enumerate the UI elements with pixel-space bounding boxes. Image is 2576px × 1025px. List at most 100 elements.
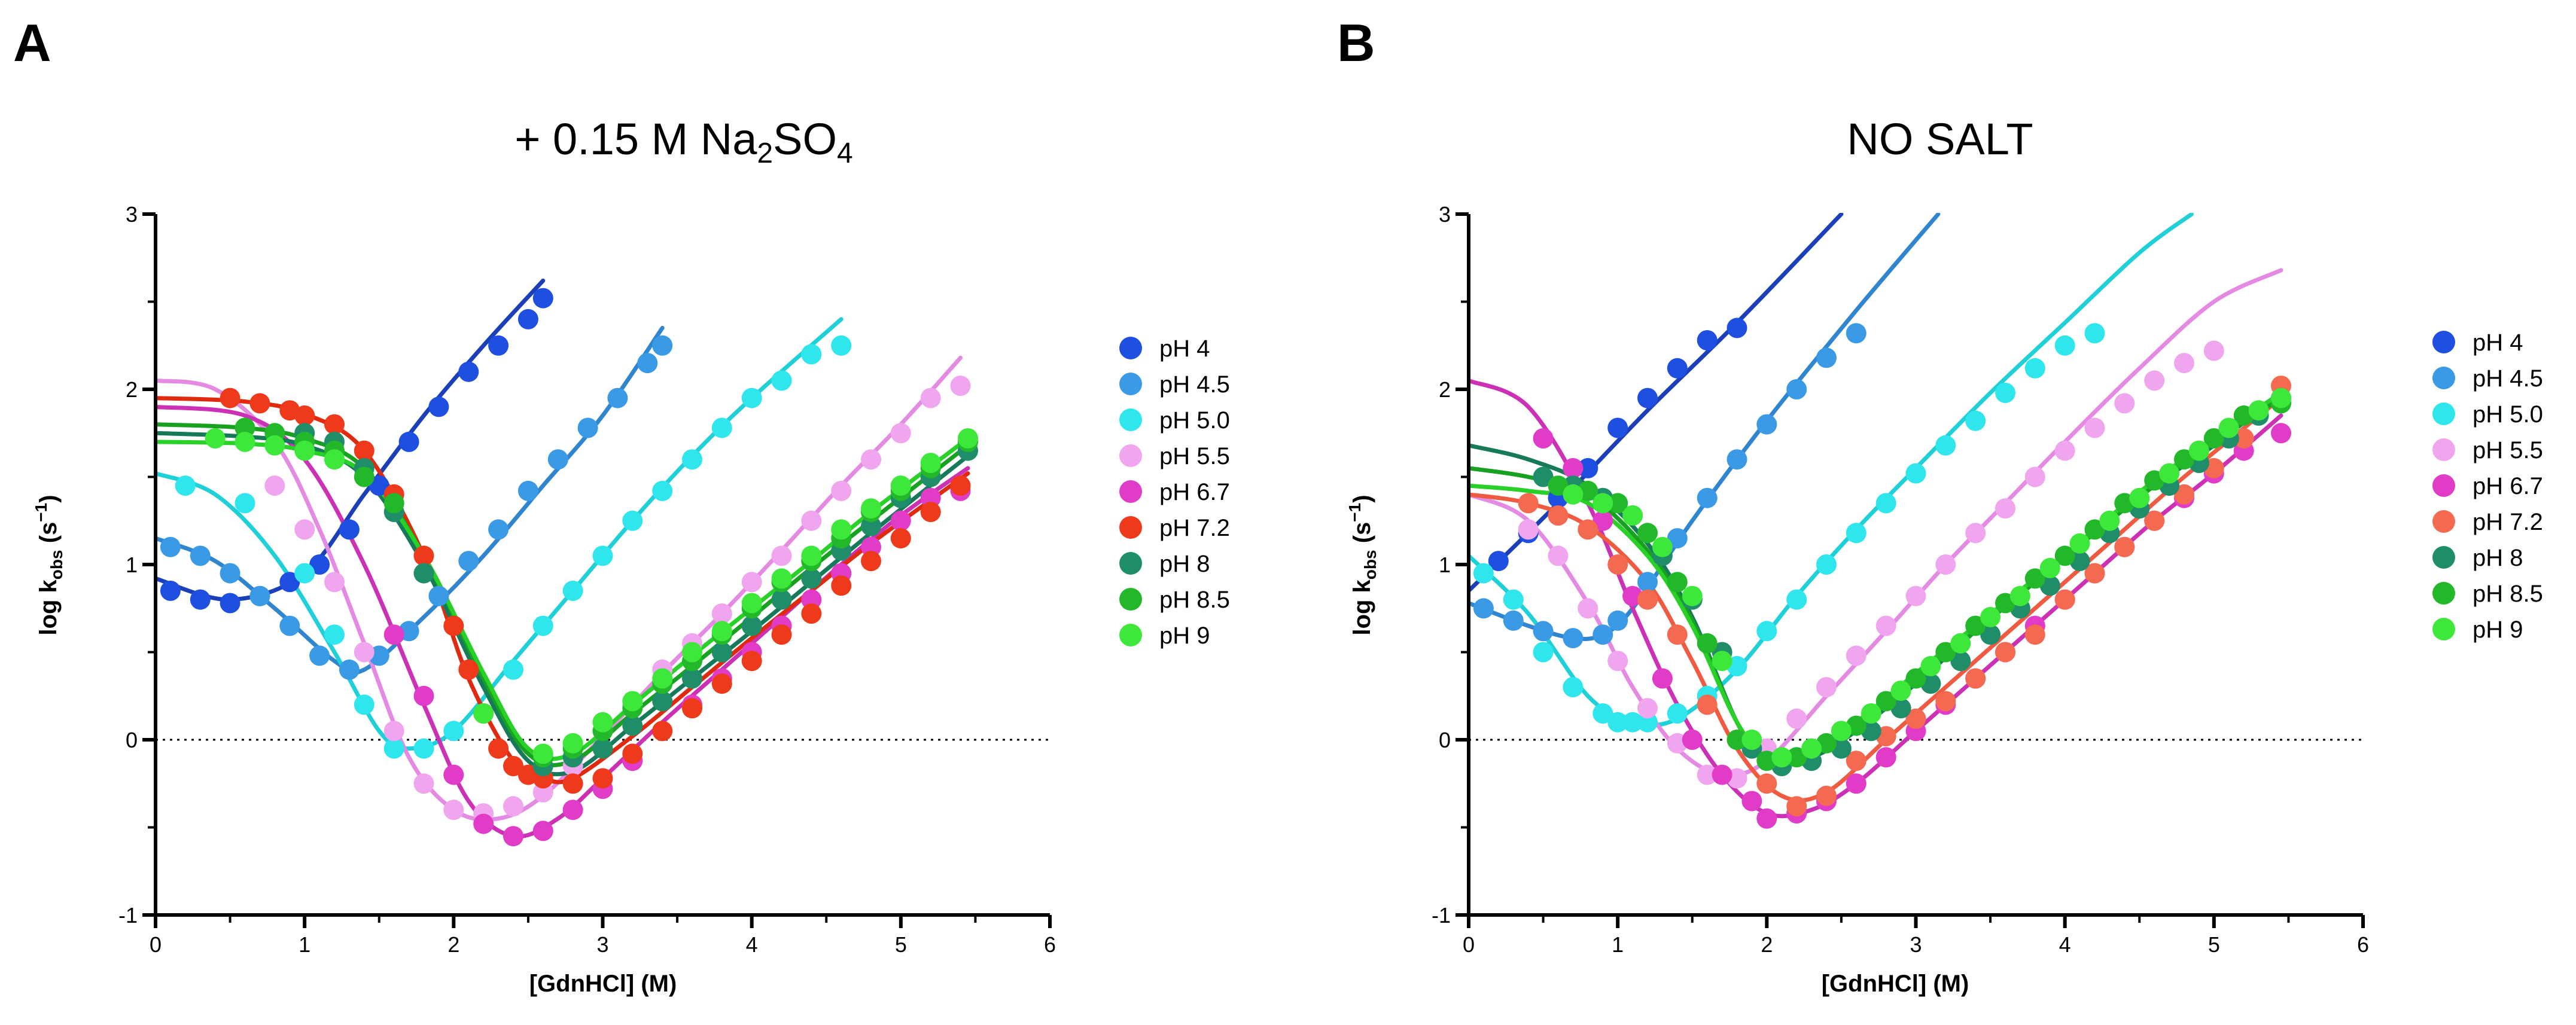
data-point-ph-8 (711, 642, 732, 663)
data-point-ph-4 (1488, 551, 1509, 572)
data-point-ph-5.5 (264, 475, 285, 496)
plot-area-b: 0 1 2 3 4 5 6 -1 0 1 2 3 (1432, 202, 2369, 957)
fit-line-ph-8.5 (156, 422, 970, 768)
ylabel-b-unit: (s (1349, 522, 1375, 550)
data-point-ph-5.0 (383, 738, 404, 759)
legend-item-ph-4.5: pH 4.5 (2432, 365, 2543, 392)
data-point-ph-6.7 (503, 826, 523, 847)
data-point-ph-9 (1652, 536, 1673, 557)
data-point-ph-4 (428, 396, 449, 417)
data-point-ph-7.2 (950, 475, 971, 496)
panel-letter-a: A (13, 13, 51, 72)
data-point-ph-5.0 (1786, 589, 1807, 610)
data-point-ph-9 (294, 440, 315, 461)
data-point-ph-4 (458, 361, 479, 382)
data-point-ph-5.0 (443, 721, 464, 742)
data-point-ph-8.5 (2054, 545, 2075, 566)
data-point-ph-5.0 (801, 344, 822, 365)
data-point-ph-5.5 (2114, 393, 2135, 414)
data-point-ph-5.0 (592, 545, 613, 566)
data-point-ph-5.0 (1816, 554, 1837, 575)
legend-label: pH 4 (1159, 335, 1210, 362)
legend-marker (1119, 444, 1142, 467)
legend-label: pH 8 (1159, 551, 1210, 577)
data-point-ph-8.5 (1786, 747, 1807, 768)
y-tick-label: 0 (1439, 728, 1451, 752)
legend-marker (1119, 337, 1142, 359)
series-ph-5.0 (1473, 323, 2105, 733)
data-point-ph-8 (1980, 624, 2001, 645)
data-point-ph-9 (622, 691, 643, 712)
series-ph-4.5 (1473, 323, 1866, 649)
series-ph-4 (160, 288, 553, 614)
data-point-ph-5.5 (1607, 651, 1628, 672)
data-point-ph-8 (861, 515, 881, 536)
data-point-ph-9 (890, 475, 911, 496)
data-point-ph-5.0 (1995, 382, 2015, 403)
x-tick-label: 4 (2059, 932, 2071, 957)
legend-label: pH 8.5 (2473, 581, 2543, 607)
data-point-ph-7.2 (2174, 484, 2194, 505)
legend-label: pH 5.0 (1159, 407, 1230, 434)
data-point-ph-5.0 (622, 510, 643, 531)
data-point-ph-5.5 (711, 603, 732, 624)
panel-b: B NO SALT 0 1 2 3 4 5 6 -1 0 1 2 3 [GdnHCl] (M) log… (1337, 13, 2543, 997)
title-a-sub2: 4 (837, 138, 853, 169)
legend-label: pH 7.2 (1159, 515, 1230, 541)
data-point-ph-6.7 (383, 624, 404, 645)
chart-title-b: NO SALT (1847, 114, 2033, 164)
y-tick-label: 2 (126, 377, 138, 402)
data-point-ph-5.0 (1622, 712, 1643, 733)
data-point-ph-5.5 (1846, 645, 1866, 666)
x-tick-label: 2 (447, 932, 459, 957)
ylabel-b-main: log k (1349, 579, 1375, 635)
legend-item-ph-5.5: pH 5.5 (1119, 443, 1230, 469)
data-point-ph-7.2 (503, 756, 523, 776)
data-point-ph-5.5 (1905, 585, 1926, 606)
data-point-ph-7.2 (2024, 624, 2045, 645)
data-point-ph-7.2 (771, 624, 792, 645)
data-point-ph-9 (1980, 606, 2001, 627)
data-point-ph-6.7 (1652, 668, 1673, 689)
data-point-ph-5.0 (652, 480, 673, 501)
data-point-ph-9 (592, 712, 613, 733)
data-point-ph-8 (801, 568, 822, 589)
legend-marker (2432, 438, 2455, 461)
data-point-ph-9 (2248, 400, 2269, 421)
data-point-ph-7.2 (861, 551, 881, 572)
data-point-ph-5.5 (1965, 523, 1986, 544)
data-point-ph-8.5 (1965, 615, 1986, 636)
data-point-ph-4 (488, 335, 509, 356)
data-point-ph-7.2 (1697, 694, 1718, 715)
data-point-ph-4 (369, 475, 389, 496)
ylabel-b-sup: −1 (1345, 503, 1364, 522)
data-point-ph-5.5 (354, 642, 374, 663)
data-point-ph-7.2 (1816, 785, 1837, 806)
legend-item-ph-5.0: pH 5.0 (2432, 401, 2543, 428)
data-point-ph-9 (1890, 681, 1911, 701)
data-point-ph-7.2 (711, 673, 732, 694)
series-ph-9 (1563, 388, 2291, 768)
data-point-ph-4.5 (1503, 610, 1524, 631)
data-point-ph-9 (324, 449, 345, 470)
data-point-ph-5.5 (2174, 353, 2194, 374)
data-point-ph-4 (1727, 318, 1747, 338)
data-point-ph-4 (339, 519, 360, 540)
data-point-ph-7.2 (354, 440, 374, 461)
data-point-ph-8.5 (2024, 568, 2045, 589)
data-point-ph-5.5 (1548, 545, 1569, 566)
data-point-ph-9 (920, 453, 941, 474)
data-point-ph-5.0 (235, 493, 255, 514)
data-point-ph-7.2 (324, 414, 345, 435)
data-point-ph-4 (160, 580, 181, 601)
series-ph-7.2 (1518, 376, 2291, 817)
x-tick-label: 5 (895, 932, 907, 957)
data-point-ph-4.5 (1756, 414, 1777, 435)
x-tick-label: 2 (1761, 932, 1773, 957)
data-point-ph-8 (652, 691, 673, 712)
data-point-ph-7.2 (741, 651, 762, 672)
data-point-ph-9 (235, 431, 255, 452)
data-point-ph-5.0 (1607, 712, 1628, 733)
legend-label: pH 6.7 (1159, 479, 1230, 505)
